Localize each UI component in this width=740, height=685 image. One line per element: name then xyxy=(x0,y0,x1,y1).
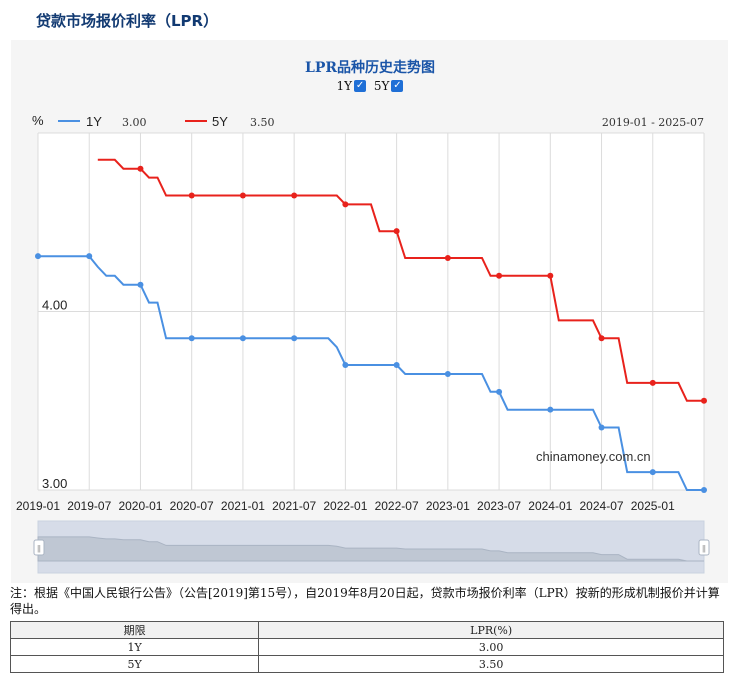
slider-right-handle[interactable] xyxy=(698,539,710,556)
footnote: 注：根据《中国人民银行公告》（公告[2019]第15号），自2019年8月20日… xyxy=(10,586,720,616)
x-tick-label: 2020-01 xyxy=(118,499,162,513)
table-header-term: 期限 xyxy=(9,621,260,639)
table-cell-rate: 3.50 xyxy=(258,655,724,673)
data-point-1y xyxy=(701,487,707,493)
legend-5y-value: 3.50 xyxy=(250,116,275,129)
data-point-5y xyxy=(188,192,195,199)
x-tick-label: 2023-01 xyxy=(426,499,470,513)
x-tick-label: 2021-07 xyxy=(272,499,316,513)
y-tick-label: 4.00 xyxy=(42,298,67,313)
data-point-5y xyxy=(701,397,707,404)
toggle-5y-checkbox[interactable]: ✓ xyxy=(391,80,404,92)
x-tick-label: 2019-07 xyxy=(67,499,111,513)
data-point-1y xyxy=(137,281,144,288)
data-point-1y xyxy=(342,362,349,369)
table-header-row: 期限 LPR(%) xyxy=(9,621,724,639)
x-tick-label: 2020-07 xyxy=(170,499,214,513)
legend-1y-name[interactable]: 1Y xyxy=(86,114,102,129)
data-point-1y xyxy=(188,335,195,342)
x-tick-label: 2025-01 xyxy=(631,499,675,513)
slider-preview-area xyxy=(37,536,704,562)
series-line-5y xyxy=(97,158,704,402)
watermark: chinamoney.com.cn xyxy=(536,449,651,464)
x-tick-label: 2023-07 xyxy=(477,499,521,513)
zoom-slider[interactable]: ǁ ǁ xyxy=(33,520,710,574)
toggle-5y-label: 5Y xyxy=(373,79,390,93)
data-point-1y xyxy=(239,335,246,342)
data-point-5y xyxy=(444,254,451,261)
data-point-5y xyxy=(496,272,503,279)
data-point-5y xyxy=(239,192,246,199)
slider-left-handle[interactable] xyxy=(33,539,45,556)
legend-1y-value: 3.00 xyxy=(122,116,147,129)
table-row: 1Y 3.00 xyxy=(9,638,724,656)
slider-right-grip-icon: ǁ xyxy=(702,544,706,553)
date-range-label: 2019-01 - 2025-07 xyxy=(602,116,704,129)
y-unit-label: % xyxy=(32,113,44,128)
data-point-1y xyxy=(291,335,298,342)
toggle-1y-checkbox[interactable]: ✓ xyxy=(354,80,367,92)
series-toggles: 1Y ✓ 5Y ✓ xyxy=(0,79,740,93)
x-tick-label: 2021-01 xyxy=(221,499,265,513)
data-point-1y xyxy=(547,406,554,413)
data-point-5y xyxy=(547,272,554,279)
slider-left-grip-icon: ǁ xyxy=(37,544,41,553)
page-title: 贷款市场报价利率（LPR） xyxy=(36,12,219,30)
lpr-line-chart: % 1Y 3.00 5Y 3.50 2019-01 - 2025-07 4.00… xyxy=(16,113,710,574)
data-point-1y xyxy=(86,253,93,260)
x-tick-labels: 2019-01 2019-07 2020-01 2020-07 2021-01 2021-… xyxy=(16,499,675,513)
x-tick-label: 2022-01 xyxy=(323,499,367,513)
toggle-1y-label: 1Y xyxy=(336,79,353,93)
table-cell-term: 5Y xyxy=(9,655,260,673)
toggle-1y[interactable]: 1Y ✓ xyxy=(337,79,367,93)
x-tick-label: 2022-07 xyxy=(375,499,419,513)
table-cell-rate: 3.00 xyxy=(258,638,724,656)
y-tick-labels: 4.00 3.00 xyxy=(42,298,67,492)
table-cell-term: 1Y xyxy=(9,638,260,656)
data-point-1y xyxy=(444,370,451,377)
data-point-5y xyxy=(598,335,605,342)
data-point-1y xyxy=(35,253,41,260)
x-tick-label: 2019-01 xyxy=(16,499,60,513)
table-header-rate: LPR(%) xyxy=(258,621,724,639)
x-tick-label: 2024-01 xyxy=(528,499,572,513)
data-point-1y xyxy=(598,424,605,431)
x-tick-label: 2024-07 xyxy=(580,499,624,513)
data-point-5y xyxy=(137,165,144,172)
data-point-1y xyxy=(649,469,656,476)
data-point-5y xyxy=(649,379,656,386)
chart-title: LPR品种历史走势图 xyxy=(304,60,435,76)
table-row: 5Y 3.50 xyxy=(9,655,724,673)
series-points xyxy=(35,165,707,493)
legend-5y-name[interactable]: 5Y xyxy=(212,114,228,129)
data-point-5y xyxy=(393,228,400,235)
toggle-5y[interactable]: 5Y ✓ xyxy=(374,79,404,93)
data-point-5y xyxy=(342,201,349,208)
y-tick-label: 3.00 xyxy=(42,476,67,491)
data-point-1y xyxy=(496,388,503,395)
data-point-5y xyxy=(291,192,298,199)
lpr-table: 期限 LPR(%) 1Y 3.00 5Y 3.50 xyxy=(9,621,724,673)
data-point-1y xyxy=(393,362,400,369)
